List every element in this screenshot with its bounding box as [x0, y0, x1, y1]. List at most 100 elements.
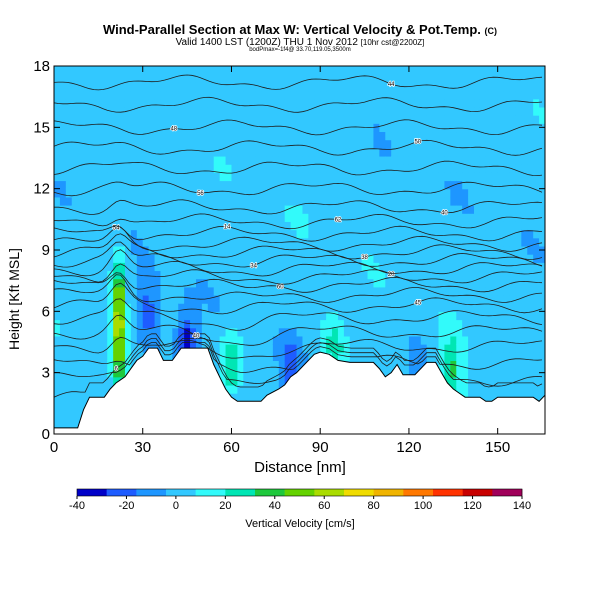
field-cell [219, 319, 227, 329]
field-cell [420, 180, 428, 190]
field-cell [266, 360, 274, 370]
field-cell [456, 335, 463, 345]
field-cell [539, 172, 545, 182]
field-cell [385, 188, 392, 198]
field-cell [225, 147, 233, 157]
field-cell [249, 139, 256, 149]
field-cell [468, 384, 475, 394]
field-cell [385, 286, 392, 296]
field-cell [95, 352, 102, 361]
field-cell [521, 172, 528, 182]
field-cell [65, 352, 73, 361]
field-cell [136, 205, 144, 214]
field-cell [397, 278, 404, 288]
field-cell [190, 172, 197, 182]
field-cell [154, 278, 162, 288]
field-cell [533, 155, 540, 165]
field-cell [278, 262, 286, 272]
field-cell [337, 123, 345, 133]
field-cell [77, 205, 85, 214]
field-cell [190, 123, 197, 133]
field-cell [54, 155, 61, 165]
field-cell [160, 262, 167, 272]
field-cell [160, 115, 167, 124]
field-cell [527, 352, 534, 361]
field-cell [308, 180, 315, 190]
field-cell [249, 286, 256, 296]
field-cell [408, 270, 416, 280]
field-cell [456, 213, 463, 222]
field-cell [213, 311, 221, 321]
field-cell [249, 245, 256, 255]
field-cell [237, 254, 244, 263]
field-cell [474, 262, 481, 272]
field-cell [54, 205, 61, 214]
field-cell [261, 335, 268, 345]
field-cell [142, 74, 150, 83]
field-cell [367, 270, 375, 280]
field-cell [314, 311, 321, 321]
field-cell [261, 311, 268, 321]
field-cell [59, 401, 67, 411]
theta-contour [54, 139, 543, 156]
field-cell [207, 319, 215, 329]
field-cell [509, 66, 517, 75]
field-cell [521, 360, 528, 370]
field-cell [432, 221, 440, 231]
field-cell [479, 139, 487, 149]
field-cell [83, 303, 91, 312]
x-tick-label: 30 [134, 439, 151, 456]
field-cell [474, 147, 481, 157]
field-cell [101, 213, 108, 222]
field-cell [130, 270, 138, 280]
field-cell [343, 115, 351, 124]
field-cell [450, 205, 457, 214]
field-cell [290, 205, 298, 214]
colorbar-segment [433, 489, 463, 496]
field-cell [178, 82, 185, 92]
field-cell [154, 213, 162, 222]
field-cell [355, 90, 363, 100]
field-cell [432, 139, 440, 149]
field-cell [361, 245, 369, 255]
field-cell [503, 115, 511, 124]
field-cell [249, 98, 256, 108]
field-cell [403, 245, 410, 255]
field-cell [539, 139, 545, 149]
field-cell [326, 262, 333, 272]
field-cell [290, 344, 298, 353]
field-cell [296, 352, 304, 361]
field-cell [414, 278, 422, 288]
field-cell [290, 245, 298, 255]
field-cell [130, 188, 138, 198]
field-cell [77, 172, 85, 182]
field-cell [178, 188, 185, 198]
colorbar-segment [166, 489, 196, 496]
field-cell [515, 278, 522, 288]
field-cell [367, 180, 375, 190]
theta-contour [54, 314, 543, 346]
field-cell [308, 123, 315, 133]
field-cell [136, 90, 144, 100]
field-cell [373, 303, 380, 312]
field-cell [491, 262, 499, 272]
field-cell [314, 262, 321, 272]
field-cell [373, 164, 380, 173]
field-cell [178, 98, 185, 108]
field-cell [54, 278, 61, 288]
field-cell [509, 155, 517, 165]
field-cell [95, 66, 102, 75]
field-cell [438, 188, 446, 198]
field-cell [113, 205, 120, 214]
field-cell [107, 237, 114, 247]
field-cell [414, 196, 422, 206]
field-cell [391, 262, 398, 272]
field-cell [527, 180, 534, 190]
field-cell [178, 106, 185, 116]
field-cell [367, 164, 375, 173]
field-cell [373, 131, 380, 141]
colorbar-tick-label: -20 [118, 500, 134, 512]
field-cell [314, 106, 321, 116]
field-cell [119, 237, 126, 247]
field-cell [397, 139, 404, 149]
